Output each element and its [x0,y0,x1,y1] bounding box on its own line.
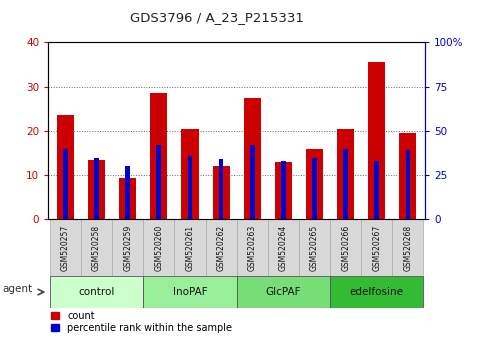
Text: agent: agent [2,284,32,293]
Bar [50,219,81,276]
Bar [281,161,286,219]
Bar [237,276,330,308]
Bar [57,115,74,219]
Text: GSM520258: GSM520258 [92,225,101,271]
Bar [112,219,143,276]
Bar [88,160,105,219]
Bar [63,149,68,219]
Bar [219,159,224,219]
Bar [275,162,292,219]
Bar [50,276,143,308]
Bar [306,149,323,219]
Bar [343,149,348,219]
Text: GSM520264: GSM520264 [279,225,288,271]
Text: GSM520263: GSM520263 [248,225,257,271]
Text: GSM520260: GSM520260 [155,225,163,271]
Bar [206,219,237,276]
Legend: count, percentile rank within the sample: count, percentile rank within the sample [51,311,232,333]
Text: GSM520267: GSM520267 [372,225,381,271]
Bar [119,178,136,219]
Bar [187,156,192,219]
Text: InoPAF: InoPAF [172,287,207,297]
Text: GSM520259: GSM520259 [123,225,132,271]
Bar [406,150,411,219]
Bar [174,219,206,276]
Text: GSM520257: GSM520257 [61,225,70,271]
Bar [94,158,99,219]
Bar [150,93,168,219]
Bar [330,276,424,308]
Bar [299,219,330,276]
Bar [368,62,385,219]
Bar [143,276,237,308]
Bar [312,158,317,219]
Bar [156,145,161,219]
Bar [143,219,174,276]
Bar [250,145,255,219]
Bar [244,98,261,219]
Bar [182,129,199,219]
Text: GSM520262: GSM520262 [216,225,226,271]
Bar [374,161,379,219]
Bar [81,219,112,276]
Text: GlcPAF: GlcPAF [266,287,301,297]
Bar [392,219,424,276]
Bar [268,219,299,276]
Bar [213,166,229,219]
Bar [125,166,130,219]
Text: control: control [78,287,115,297]
Text: GSM520266: GSM520266 [341,225,350,271]
Text: edelfosine: edelfosine [350,287,404,297]
Text: GDS3796 / A_23_P215331: GDS3796 / A_23_P215331 [130,11,304,24]
Bar [361,219,392,276]
Bar [399,133,416,219]
Text: GSM520265: GSM520265 [310,225,319,271]
Bar [237,219,268,276]
Bar [330,219,361,276]
Text: GSM520261: GSM520261 [185,225,195,271]
Bar [337,129,354,219]
Text: GSM520268: GSM520268 [403,225,412,271]
